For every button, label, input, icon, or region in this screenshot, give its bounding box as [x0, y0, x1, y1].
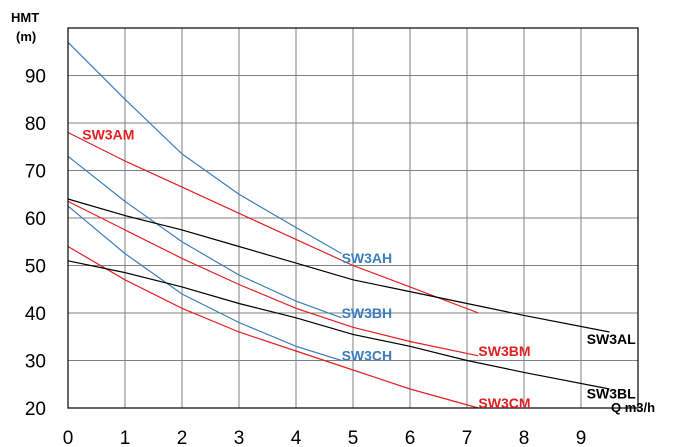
series-line-sw3ah [67, 41, 342, 255]
x-tick-label: 5 [348, 428, 359, 447]
x-tick-label: 7 [462, 428, 473, 447]
x-tick-label: 1 [120, 428, 131, 447]
series-line-sw3ch [67, 205, 342, 362]
plot-frame [67, 27, 639, 409]
series-line-sw3bm [67, 200, 479, 357]
x-tick-label: 9 [576, 428, 587, 447]
series-label-sw3al: SW3AL [587, 331, 636, 347]
y-tick-label: 40 [25, 304, 46, 325]
series-label-sw3bh: SW3BH [342, 305, 393, 321]
series-labels: SW3AH SW3BH SW3CH SW3AM SW3BM SW3CM SW3AL SW3BL [82, 127, 636, 411]
x-tick-label: 6 [405, 428, 416, 447]
x-tick-label: 4 [291, 428, 302, 447]
x-tick-labels: 0 1 2 3 4 5 6 7 8 9 [63, 428, 587, 447]
x-tick-label: 3 [234, 428, 245, 447]
series-label-sw3bm: SW3BM [478, 343, 530, 359]
series-label-sw3cm: SW3CM [478, 395, 530, 411]
series-label-sw3ch: SW3CH [342, 348, 393, 364]
series-label-sw3am: SW3AM [82, 127, 134, 143]
y-tick-label: 50 [25, 257, 46, 278]
y-tick-label: 90 [25, 67, 46, 88]
series-label-sw3ah: SW3AH [342, 250, 393, 266]
series-line-sw3am [67, 131, 479, 314]
series-line-sw3cm [67, 245, 479, 409]
y-tick-label: 60 [25, 209, 46, 230]
y-tick-label: 80 [25, 114, 46, 135]
x-tick-label: 0 [63, 428, 74, 447]
series-label-sw3bl: SW3BL [587, 386, 636, 402]
x-axis-title: Q m3/h [611, 400, 655, 415]
y-tick-label: 70 [25, 162, 46, 183]
series-lines [67, 41, 610, 409]
series-line-sw3bh [67, 155, 342, 319]
y-axis-unit: (m) [16, 29, 36, 44]
grid [68, 28, 638, 408]
x-tick-label: 8 [519, 428, 530, 447]
y-axis-title: HMT [11, 10, 39, 25]
y-tick-label: 30 [25, 352, 46, 373]
series-line-sw3bl [67, 260, 610, 390]
x-tick-label: 2 [177, 428, 188, 447]
y-tick-labels: 20 30 40 50 60 70 80 90 [25, 67, 46, 421]
y-tick-label: 20 [25, 399, 46, 420]
series-line-sw3al [67, 198, 610, 333]
